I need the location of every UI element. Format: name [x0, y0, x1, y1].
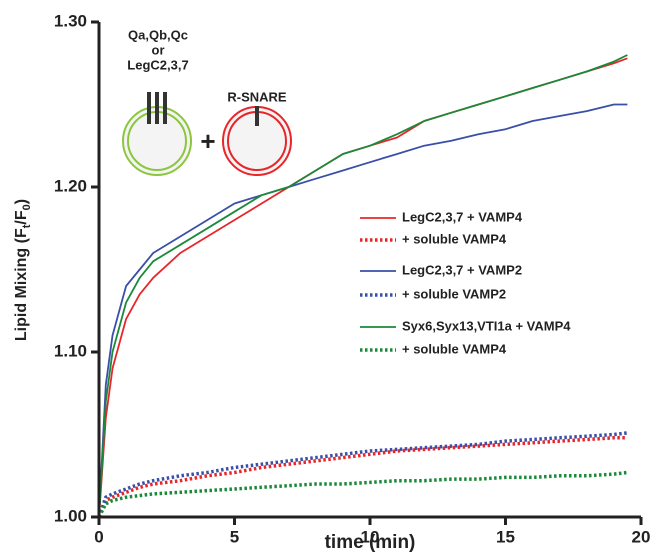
annotation: Qa,Qb,Qc: [128, 27, 188, 42]
annotation: or: [152, 42, 165, 57]
legend-label: LegC2,3,7 + VAMP2: [402, 262, 522, 277]
vesicle-diagram: Qa,Qb,Qc or LegC2,3,7 + R-SNARE: [122, 27, 292, 176]
y-axis-label: Lipid Mixing (Ft/F0): [13, 199, 33, 341]
legend-label: LegC2,3,7 + VAMP4: [402, 209, 523, 224]
data-line: [98, 54, 628, 518]
x-tick-label: 10: [361, 527, 380, 546]
y-label-part: 0: [21, 204, 33, 210]
y-label-part: /F: [13, 210, 30, 224]
data-line: [98, 103, 628, 518]
annotation: R-SNARE: [227, 89, 287, 104]
legend-label: + soluble VAMP4: [402, 341, 507, 356]
legend-label: + soluble VAMP2: [402, 286, 506, 301]
data-line: [97, 470, 628, 518]
y-label-part: t: [21, 224, 33, 228]
y-tick-label: 1.00: [54, 506, 87, 525]
y-tick-label: 1.10: [54, 341, 87, 360]
y-label-part: ): [13, 199, 30, 204]
annotation: LegC2,3,7: [127, 57, 188, 72]
y-tick-label: 1.30: [54, 11, 87, 30]
x-axis-label: time (min): [325, 532, 416, 552]
x-tick-label: 15: [496, 527, 515, 546]
data-line: [97, 431, 628, 518]
x-tick-label: 20: [632, 527, 651, 546]
y-label-part: Lipid Mixing (F: [13, 228, 30, 341]
y-tick-label: 1.20: [54, 176, 87, 195]
data-line: [97, 436, 628, 518]
x-tick-label: 0: [94, 527, 103, 546]
legend-label: Syx6,Syx13,VTI1a + VAMP4: [402, 318, 571, 333]
legend-label: + soluble VAMP4: [402, 231, 507, 246]
annotation: +: [200, 126, 215, 156]
x-tick-label: 5: [230, 527, 239, 546]
